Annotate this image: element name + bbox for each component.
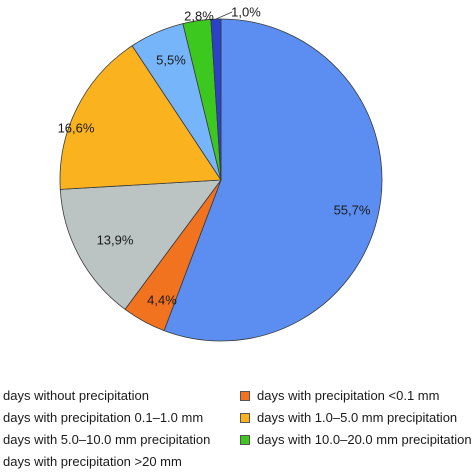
pie-slice bbox=[163, 18, 383, 342]
pie-slices bbox=[59, 18, 383, 342]
slice-labels: 55,7% 4,4% 13,9% 16,6% 5,5% 2,8% 1,0% bbox=[58, 4, 371, 307]
legend-label: days with precipitation <0.1 mm bbox=[257, 388, 440, 403]
slice-value-label: 13,9% bbox=[97, 232, 134, 247]
legend-item-above-20mm: days with precipitation >20 mm bbox=[0, 452, 182, 472]
legend-swatch bbox=[240, 435, 250, 445]
legend: days without precipitation days with pre… bbox=[0, 386, 474, 474]
legend-item-1-0-to-5-0mm: days with 1.0–5.0 mm precipitation bbox=[240, 408, 457, 428]
legend-swatch bbox=[240, 413, 250, 423]
legend-item-5-0-to-10-0mm: days with 5.0–10.0 mm precipitation bbox=[0, 430, 210, 450]
legend-item-0-1-to-1-0mm: days with precipitation 0.1–1.0 mm bbox=[0, 408, 203, 428]
legend-item-10-0-to-20-0mm: days with 10.0–20.0 mm precipitation bbox=[240, 430, 472, 450]
legend-label: days with 5.0–10.0 mm precipitation bbox=[3, 432, 211, 447]
legend-label: days with 10.0–20.0 mm precipitation bbox=[257, 432, 472, 447]
legend-item-below-0-1mm: days with precipitation <0.1 mm bbox=[240, 386, 439, 406]
legend-label: days with precipitation 0.1–1.0 mm bbox=[3, 410, 204, 425]
leader-line bbox=[215, 11, 233, 20]
legend-label: days without precipitation bbox=[3, 388, 149, 403]
legend-label: days with 1.0–5.0 mm precipitation bbox=[257, 410, 458, 425]
slice-value-label: 55,7% bbox=[334, 202, 371, 217]
pie-slice bbox=[59, 179, 222, 310]
slice-value-label: 2,8% bbox=[184, 8, 214, 23]
legend-label: days with precipitation >20 mm bbox=[3, 454, 182, 469]
pie-slice bbox=[59, 45, 222, 190]
legend-item-without-precipitation: days without precipitation bbox=[0, 386, 149, 406]
slice-value-label: 4,4% bbox=[147, 292, 177, 307]
pie-chart: 55,7% 4,4% 13,9% 16,6% 5,5% 2,8% 1,0% bbox=[58, 4, 383, 342]
slice-value-label: 5,5% bbox=[156, 52, 186, 67]
legend-swatch bbox=[240, 391, 250, 401]
slice-value-label: 1,0% bbox=[231, 4, 261, 19]
slice-value-label: 16,6% bbox=[58, 120, 95, 135]
